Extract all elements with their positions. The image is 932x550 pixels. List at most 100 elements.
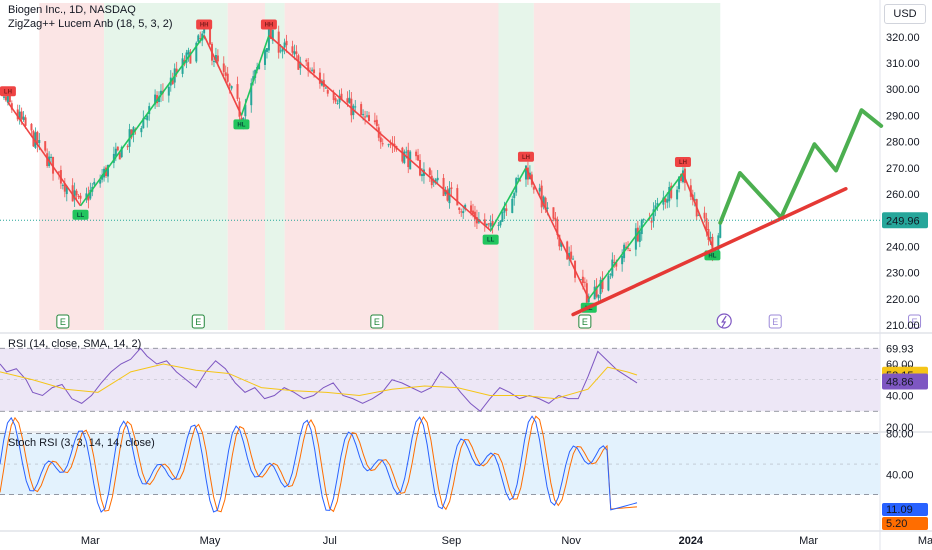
candle-body: [464, 204, 467, 210]
candle-body: [336, 102, 339, 104]
zigzag-label: HH: [200, 22, 209, 28]
candle-body: [216, 55, 219, 62]
time-tick: Mar: [799, 535, 818, 547]
candle-body: [158, 96, 161, 102]
zigzag-label: LH: [679, 160, 687, 166]
candle-body: [628, 250, 631, 252]
candle-body: [281, 48, 284, 52]
currency-button[interactable]: USD: [884, 4, 926, 24]
stoch-tick: 40.00: [886, 469, 914, 481]
candle-body: [387, 144, 390, 146]
candle-body: [473, 211, 476, 220]
candle-body: [50, 156, 53, 159]
candle-body: [277, 31, 280, 53]
chart-title: Biogen Inc., 1D, NASDAQ: [8, 4, 136, 16]
trend-zone: [104, 3, 228, 330]
candle-body: [267, 28, 270, 51]
candle-body: [405, 151, 408, 153]
candle-body: [678, 176, 681, 190]
candle-body: [532, 187, 535, 190]
candle-body: [366, 115, 369, 117]
candle-body: [8, 92, 11, 103]
candle-body: [126, 146, 129, 148]
candle-body: [318, 72, 321, 84]
candle-body: [146, 115, 149, 121]
candle-body: [501, 212, 504, 222]
candle-body: [668, 186, 671, 202]
candle-body: [252, 76, 255, 81]
zigzag-label-badge: [260, 19, 277, 30]
candle-body: [483, 219, 486, 226]
candle-body: [57, 171, 60, 173]
trend-zone: [284, 3, 499, 330]
stoch-panel-plot: 40.00 80.00 11.09 5.20: [0, 415, 928, 530]
candle-body: [621, 255, 624, 265]
candle-body: [487, 223, 490, 225]
candle-body: [250, 83, 253, 106]
candle-body: [338, 95, 341, 103]
price-tick: 310.00: [886, 58, 920, 70]
candle-body: [348, 97, 351, 104]
candle-body: [24, 117, 27, 126]
candle-body: [214, 54, 217, 63]
candle-body: [93, 181, 96, 185]
candle-body: [458, 207, 461, 210]
candle-body: [132, 127, 135, 135]
rsi-ma-line: [0, 363, 638, 400]
candle-body: [326, 89, 329, 94]
candle-body: [513, 192, 516, 199]
price-tick: 290.00: [886, 110, 920, 122]
candle-body: [544, 197, 547, 210]
candle-body: [717, 235, 720, 253]
candle-body: [417, 155, 420, 161]
candle-body: [719, 224, 722, 238]
candle-body: [297, 55, 300, 70]
candle-body: [597, 294, 600, 299]
candle-body: [209, 25, 212, 45]
candle-body: [373, 120, 376, 123]
indicator-label: ZigZag++ Lucem Anb (18, 5, 3, 2): [8, 18, 173, 30]
candle-body: [615, 262, 618, 267]
candle-body: [401, 147, 404, 162]
candle-body: [430, 175, 433, 186]
candle-body: [460, 211, 463, 213]
zigzag-label: LH: [522, 155, 530, 161]
candle-body: [446, 189, 449, 201]
stoch-title: Stoch RSI (3, 3, 14, 14, close): [8, 437, 155, 449]
candle-body: [485, 223, 488, 226]
candle-body: [362, 114, 365, 116]
time-tick: May: [918, 535, 932, 547]
candle-body: [403, 151, 406, 164]
zigzag-segment: [203, 35, 243, 116]
candle-body: [258, 64, 261, 70]
candle-body: [680, 174, 683, 181]
candle-body: [709, 237, 712, 239]
last-price-label: 249.96: [886, 215, 920, 227]
candle-body: [579, 279, 582, 281]
candle-body: [212, 61, 215, 63]
candle-body: [20, 111, 23, 120]
candle-body: [552, 207, 555, 219]
candle-body: [558, 234, 561, 247]
candle-body: [4, 96, 7, 101]
time-tick: Nov: [561, 535, 581, 547]
time-tick: Sep: [442, 535, 462, 547]
candle-body: [144, 118, 147, 120]
trend-zone: [39, 3, 105, 330]
candle-body: [572, 258, 575, 260]
candle-body: [79, 195, 82, 199]
candle-body: [189, 52, 192, 64]
candle-body: [554, 217, 557, 221]
zigzag-label: LH: [4, 89, 12, 95]
zigzag-label: HL: [237, 122, 245, 128]
price-tick: 210.00: [886, 320, 920, 332]
candle-body: [154, 94, 157, 105]
candle-body: [222, 63, 225, 72]
candle-body: [73, 190, 76, 200]
zigzag-segment: [682, 172, 714, 247]
price-tick: 260.00: [886, 189, 920, 201]
zigzag-label: LL: [487, 238, 495, 244]
rsi-value: 48.86: [886, 377, 914, 389]
earnings-marker-letter: E: [195, 317, 201, 327]
